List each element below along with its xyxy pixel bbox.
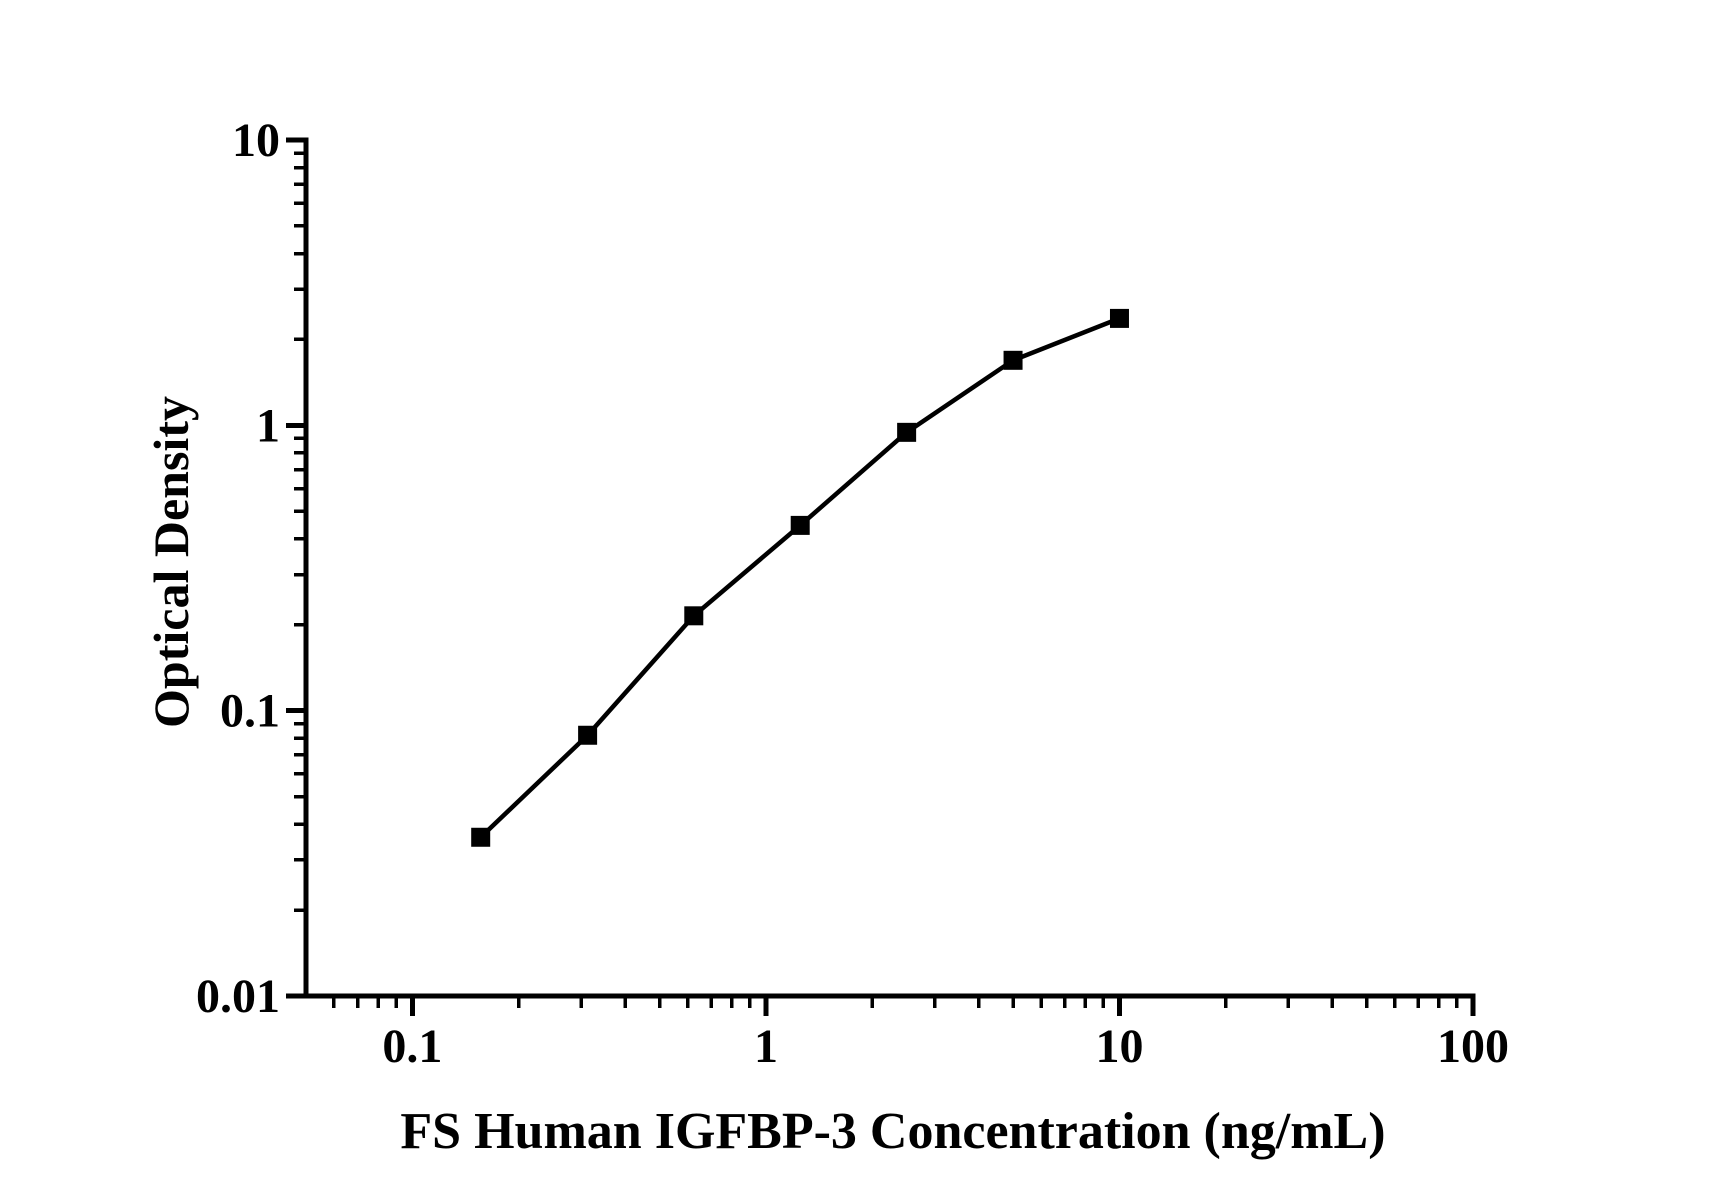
data-point-marker: [684, 606, 704, 626]
plot-area: 0.1 1 10 100 0.01 0.1 1 10: [196, 114, 1509, 1073]
data-point-marker: [1109, 308, 1129, 328]
x-tick-label: 0.1: [382, 1020, 442, 1073]
y-tick-label: 0.1: [220, 685, 280, 738]
data-point-marker: [471, 827, 491, 847]
y-axis-title: Optical Density: [143, 396, 199, 728]
x-tick-label: 1: [754, 1020, 778, 1073]
y-tick-label: 10: [232, 114, 280, 167]
data-point-marker: [790, 515, 810, 535]
y-tick-label: 0.01: [196, 970, 280, 1023]
data-point-marker: [897, 422, 917, 442]
x-tick-label: 100: [1437, 1020, 1509, 1073]
data-point-marker: [578, 725, 598, 745]
data-point-marker: [1003, 350, 1023, 370]
y-tick-label: 1: [256, 399, 280, 452]
x-axis-title: FS Human IGFBP-3 Concentration (ng/mL): [400, 1103, 1385, 1160]
x-tick-label: 10: [1095, 1020, 1143, 1073]
